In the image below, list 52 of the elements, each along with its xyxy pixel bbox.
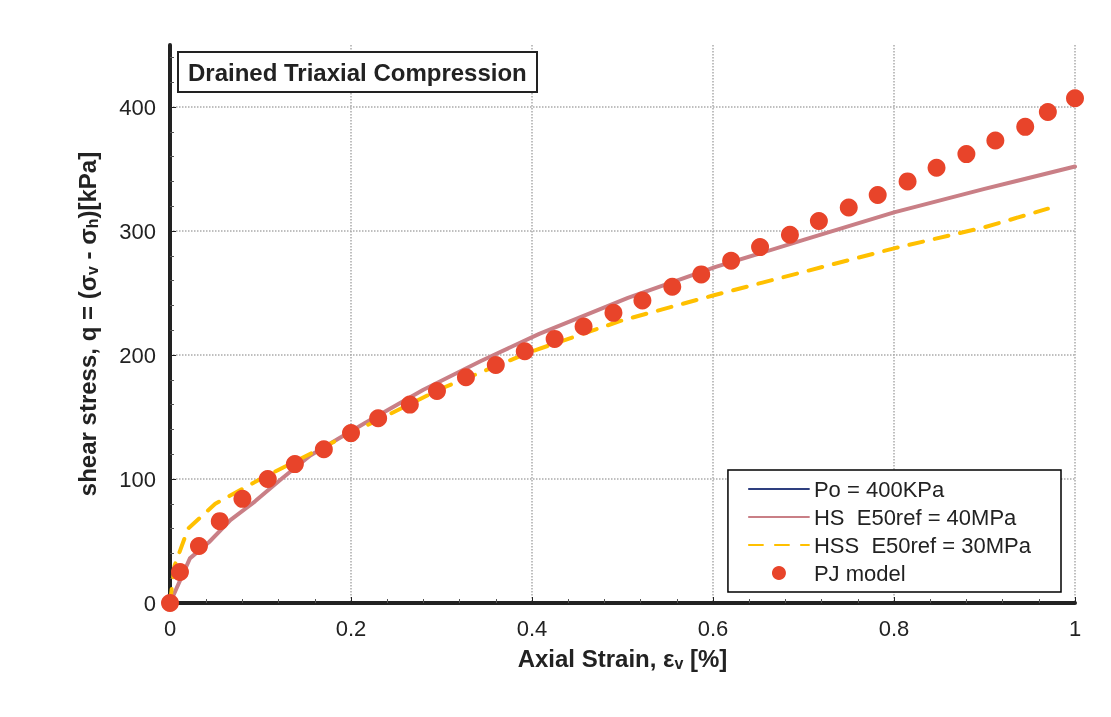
legend-label: Po = 400KPa [813,476,945,502]
x-tick-label: 0.2 [335,615,367,641]
x-tick-label: 0.6 [697,615,729,641]
point [456,368,475,387]
point [604,303,623,322]
legend-label: HS E50ref = 40MPa [813,504,1018,530]
point [285,455,304,474]
point [722,251,741,270]
y-tick-label: 200 [119,342,156,368]
y-tick-label: 100 [119,466,156,492]
point [170,563,189,581]
point [809,212,828,231]
y-tick-label: 400 [119,94,156,120]
y-tick-label: 0 [143,590,156,616]
text: Drained Triaxial Compression [188,58,527,86]
x-tick-label: 0 [163,615,177,641]
point [692,265,711,284]
x-tick-label: 0.8 [878,615,910,641]
legend-label: PJ model [813,560,906,586]
point [927,158,946,177]
point [233,489,252,508]
point [839,198,858,217]
point [898,172,917,191]
point [258,470,277,488]
point [751,238,770,257]
point [427,381,446,400]
x-axis-title: Axial Strain, εv [%] [517,644,728,672]
point [342,424,360,443]
point [574,317,593,336]
point [486,355,505,374]
point [633,291,652,310]
point [515,342,534,361]
y-axis-title: shear stress, q = (σv - σh)[kPa] [73,151,101,497]
point [545,329,564,348]
point [400,395,419,414]
point [1038,102,1057,121]
point [1066,89,1084,108]
point [369,409,388,428]
point [957,145,976,164]
point [314,440,333,459]
x-tick-label: 0.4 [516,615,548,641]
y-tick-label: 300 [119,218,156,244]
point [161,594,179,612]
x-tick-label: 1 [1068,615,1082,641]
point [986,131,1005,150]
point [1016,117,1035,136]
point [663,277,682,296]
point [189,536,208,555]
point [780,225,799,244]
point [210,512,229,531]
point [868,186,887,205]
legend-label: HSS E50ref = 30MPa [813,532,1032,558]
